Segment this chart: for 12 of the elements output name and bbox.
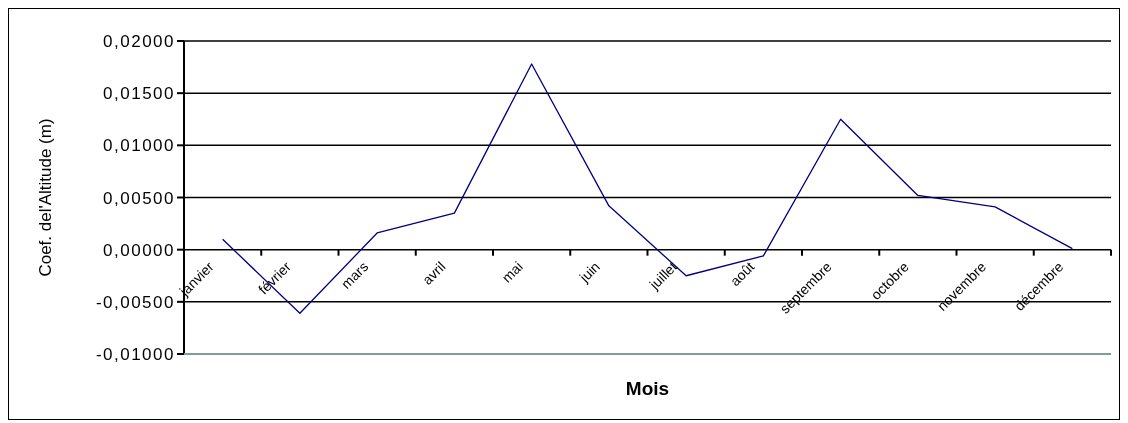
- x-tick-label: juin: [575, 258, 603, 286]
- y-tick-label: 0,00500: [103, 188, 175, 208]
- x-axis-title: Mois: [625, 377, 670, 399]
- y-tick-label: 0,02000: [103, 32, 175, 52]
- y-tick-label: 0,01500: [103, 84, 175, 104]
- y-tick-label: 0,00000: [103, 240, 175, 260]
- y-tick-label: -0,00500: [95, 292, 175, 312]
- line-series: [221, 63, 1074, 314]
- y-tick-label: -0,01000: [95, 345, 175, 365]
- y-tick-label: 0,01000: [103, 136, 175, 156]
- x-tick-label: mai: [498, 258, 526, 286]
- y-axis-title: Coef. del'Altitude (m): [35, 118, 55, 277]
